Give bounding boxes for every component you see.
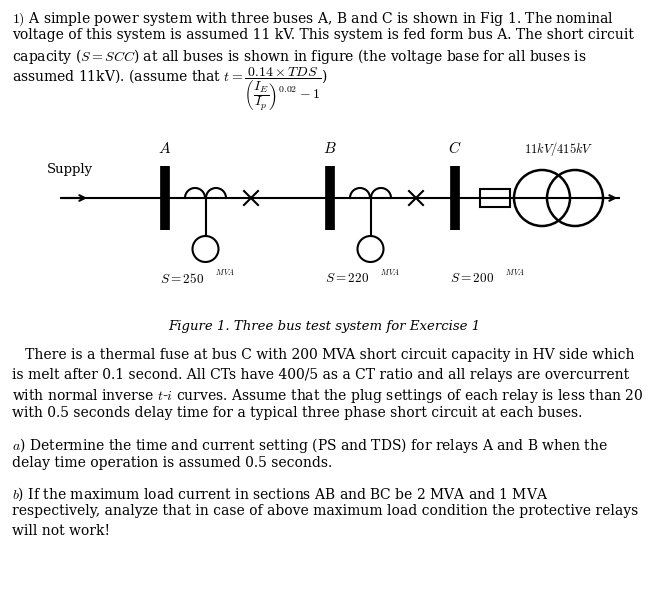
Text: $\mathit{A}$: $\mathit{A}$ [158,141,171,156]
Text: $^{MVA}$: $^{MVA}$ [380,270,400,280]
Text: $^{MVA}$: $^{MVA}$ [215,270,235,280]
Text: $\mathit{b}$) If the maximum load current in sections AB and BC be 2 MVA and 1 M: $\mathit{b}$) If the maximum load curren… [12,485,548,503]
Text: $S = 220$: $S = 220$ [325,272,369,285]
Text: $\mathit{C}$: $\mathit{C}$ [448,140,462,156]
Text: $\mathit{11kV/415kV}$: $\mathit{11kV/415kV}$ [524,140,593,158]
Text: Figure 1. Three bus test system for Exercise 1: Figure 1. Three bus test system for Exer… [169,320,480,333]
Text: $S = 250$: $S = 250$ [160,272,204,286]
Text: $\mathit{B}$: $\mathit{B}$ [323,141,337,156]
Text: with 0.5 seconds delay time for a typical three phase short circuit at each buse: with 0.5 seconds delay time for a typica… [12,407,582,420]
Text: capacity ($S = \mathit{SCC}$) at all buses is shown in figure (the voltage base : capacity ($S = \mathit{SCC}$) at all bus… [12,47,587,66]
Text: $^{MVA}$: $^{MVA}$ [505,270,525,280]
Bar [480,189,510,207]
Text: delay time operation is assumed 0.5 seconds.: delay time operation is assumed 0.5 seco… [12,456,332,469]
Text: will not work!: will not work! [12,524,110,538]
Text: Supply: Supply [47,163,93,176]
Text: with normal inverse $\mathit{t}$-$\mathit{i}$ curves. Assume that the plug setti: with normal inverse $\mathit{t}$-$\mathi… [12,387,644,405]
Text: There is a thermal fuse at bus C with 200 MVA short circuit capacity in HV side : There is a thermal fuse at bus C with 20… [12,348,635,362]
Text: is melt after 0.1 second. All CTs have 400/5 as a CT ratio and all relays are ov: is melt after 0.1 second. All CTs have 4… [12,367,629,382]
Text: respectively, analyze that in case of above maximum load condition the protectiv: respectively, analyze that in case of ab… [12,505,638,518]
Text: $\mathbf{1)}$ A simple power system with three buses A, B and C is shown in Fig : $\mathbf{1)}$ A simple power system with… [12,10,614,28]
Text: assumed 11kV). (assume that $t = \dfrac{0.14\times \mathit{TDS}}{\left(\dfrac{I_: assumed 11kV). (assume that $t = \dfrac{… [12,65,327,113]
Text: $\mathit{a}$) Determine the time and current setting (PS and TDS) for relays A a: $\mathit{a}$) Determine the time and cur… [12,436,608,455]
Text: $S = 200$: $S = 200$ [450,272,494,285]
Text: voltage of this system is assumed 11 kV. This system is fed form bus A. The shor: voltage of this system is assumed 11 kV.… [12,28,634,42]
